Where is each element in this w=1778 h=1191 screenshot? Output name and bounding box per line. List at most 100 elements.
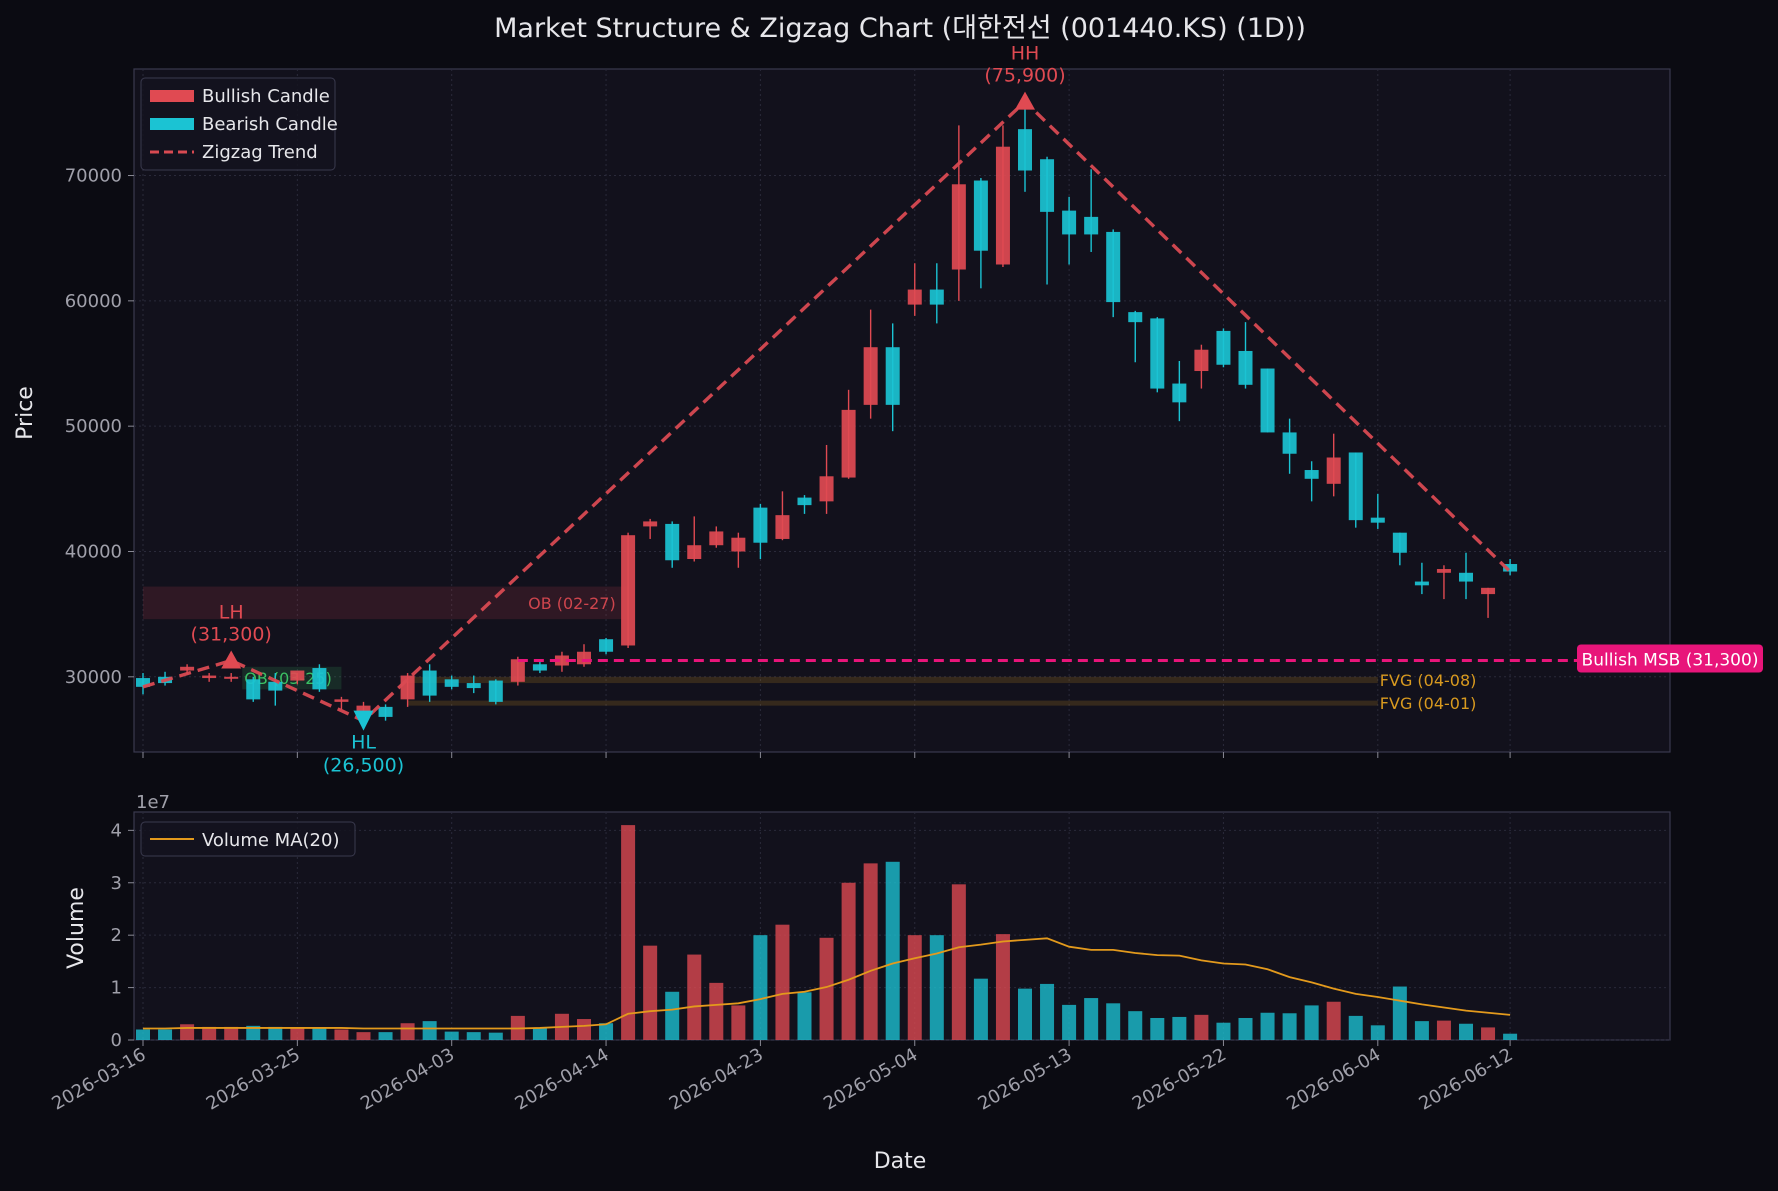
- bearish-candle-body: [599, 639, 614, 652]
- bullish-candle-body: [951, 184, 966, 270]
- bearish-candle-body: [466, 683, 481, 689]
- bearish-volume-bar: [1304, 1005, 1319, 1040]
- pivot-label: LH: [219, 602, 244, 624]
- bearish-volume-bar: [973, 978, 988, 1040]
- volume-axis-label: Volume: [64, 887, 89, 969]
- bearish-volume-bar: [422, 1021, 437, 1040]
- bullish-candle-body: [1326, 457, 1341, 484]
- bullish-volume-bar: [731, 1005, 746, 1040]
- pivot-label: HH: [1011, 43, 1040, 65]
- msb-label-box: [1577, 644, 1763, 673]
- fvg-label: FVG (04-01): [1380, 694, 1477, 713]
- bearish-volume-bar: [665, 991, 680, 1040]
- bearish-volume-bar: [1172, 1016, 1187, 1040]
- bearish-volume-bar: [268, 1026, 283, 1040]
- bullish-candle-body: [334, 699, 349, 702]
- price-tick-label: 60000: [65, 291, 122, 312]
- bearish-candle-body: [1304, 470, 1319, 479]
- bullish-volume-bar: [290, 1028, 305, 1040]
- bullish-candle-body: [775, 515, 790, 539]
- price-tick-label: 40000: [65, 541, 122, 562]
- bearish-candle-body: [753, 507, 768, 543]
- bearish-volume-bar: [885, 861, 900, 1040]
- bearish-candle-body: [1172, 383, 1187, 403]
- bearish-volume-bar: [1040, 983, 1055, 1040]
- bearish-candle-body: [1414, 581, 1429, 586]
- bearish-volume-bar: [1503, 1033, 1518, 1040]
- bearish-candle-body: [532, 664, 547, 671]
- bearish-candle-body: [1459, 572, 1473, 582]
- volume-tick-label: 2: [111, 925, 122, 946]
- volume-legend-box: [140, 821, 356, 857]
- legend-label: Zigzag Trend: [202, 142, 318, 163]
- volume-tick-label: 3: [111, 873, 122, 894]
- volume-ma-line: [143, 937, 1511, 1030]
- bearish-volume-bar: [1018, 988, 1032, 1040]
- bearish-candle-body: [246, 679, 261, 700]
- bullish-candle-body: [577, 651, 591, 665]
- bearish-candle-body: [1503, 564, 1518, 572]
- bearish-candle-body: [422, 670, 437, 696]
- bullish-volume-bar: [224, 1026, 239, 1040]
- pivot-label: HL: [351, 732, 376, 754]
- bullish-candle-body: [709, 531, 724, 546]
- bullish-candle-body: [554, 655, 569, 666]
- bullish-candle-body: [400, 675, 415, 700]
- bullish-volume-bar: [334, 1029, 349, 1040]
- bearish-candle-body: [1238, 350, 1253, 385]
- bullish-volume-bar: [951, 884, 966, 1040]
- bearish-candle-body: [488, 680, 503, 702]
- bullish-candle-body: [356, 705, 371, 712]
- bearish-candle-body: [1150, 318, 1165, 389]
- bullish-volume-bar: [709, 982, 724, 1040]
- bearish-volume-bar: [1348, 1015, 1363, 1040]
- bearish-volume-bar: [158, 1029, 173, 1040]
- pivot-value-label: (31,300): [191, 624, 272, 646]
- bullish-candle-body: [907, 289, 922, 305]
- bearish-volume-bar: [466, 1032, 481, 1040]
- fvg-zone: [407, 700, 1378, 706]
- bullish-candle-body: [643, 521, 658, 527]
- bearish-volume-bar: [1370, 1025, 1385, 1040]
- msb-label: Bullish MSB (31,300): [1582, 651, 1759, 671]
- bullish-volume-bar: [1326, 1001, 1341, 1040]
- chart-title: Market Structure & Zigzag Chart (대한전선 (0…: [494, 13, 1306, 44]
- bearish-candle-body: [1370, 517, 1385, 523]
- pivot-marker-up: [221, 650, 242, 669]
- bullish-volume-bar: [621, 825, 636, 1040]
- bullish-volume-bar: [1481, 1027, 1496, 1040]
- bearish-volume-bar: [1392, 986, 1407, 1040]
- bullish-candle-body: [1436, 569, 1451, 573]
- bearish-candle-body: [665, 523, 680, 561]
- price-panel: [133, 68, 1671, 753]
- bearish-candle-body: [973, 180, 988, 251]
- bullish-volume-bar: [1194, 1014, 1209, 1040]
- bullish-candle-body: [863, 347, 878, 405]
- bearish-candle-body: [1348, 452, 1363, 521]
- x-axis-label: Date: [874, 1149, 927, 1174]
- order-block-zone: [143, 586, 629, 620]
- bullish-volume-bar: [775, 924, 790, 1040]
- bearish-candle-body: [885, 347, 900, 405]
- bullish-candle-body: [224, 676, 239, 679]
- bearish-candle-body: [1392, 532, 1407, 553]
- legend-label: Volume MA(20): [202, 830, 339, 851]
- bearish-candle-body: [929, 289, 944, 305]
- bullish-candle-body: [621, 535, 636, 646]
- bearish-candle-body: [1282, 432, 1297, 454]
- bearish-candle-body: [268, 681, 283, 691]
- bearish-candle-body: [136, 678, 150, 687]
- bearish-candle-body: [1106, 231, 1121, 303]
- bullish-volume-bar: [180, 1024, 195, 1040]
- bullish-candle-body: [180, 666, 195, 671]
- bearish-volume-bar: [1282, 1013, 1297, 1040]
- bearish-volume-bar: [532, 1028, 547, 1040]
- volume-tick-label: 0: [111, 1030, 122, 1051]
- bearish-volume-bar: [1238, 1017, 1253, 1040]
- bearish-volume-bar: [1414, 1021, 1429, 1040]
- bearish-candle-body: [1018, 129, 1032, 171]
- bullish-candle-body: [995, 146, 1010, 265]
- bullish-candle-body: [1194, 349, 1209, 372]
- bearish-volume-bar: [1062, 1004, 1077, 1040]
